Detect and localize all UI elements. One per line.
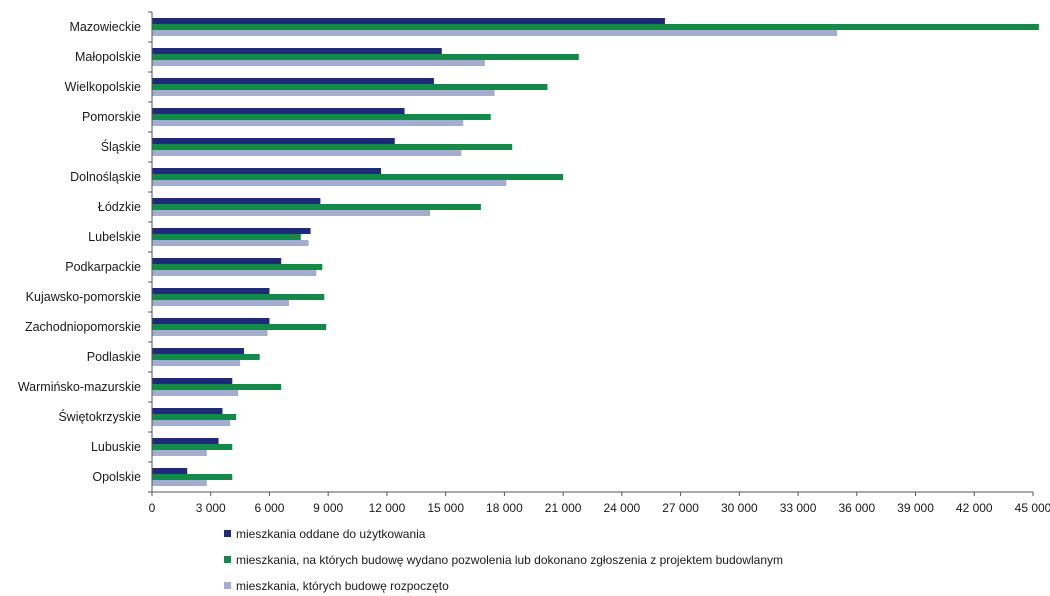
bar-permits	[152, 414, 237, 420]
bar-started	[152, 390, 239, 396]
bar-started	[152, 180, 507, 186]
legend: mieszkania oddane do użytkowania mieszkan…	[224, 527, 783, 593]
legend-label: mieszkania, których budowę rozpoczęto	[236, 579, 449, 593]
bar-started	[152, 90, 495, 96]
bar-completed	[152, 348, 245, 354]
x-tick-label: 21 000	[545, 501, 582, 515]
bar-permits	[152, 234, 301, 240]
bar-completed	[152, 228, 311, 234]
bar-completed	[152, 378, 233, 384]
category-label: Mazowieckie	[69, 20, 141, 34]
category-label: Opolskie	[92, 470, 141, 484]
category-label: Warmińsko-mazurskie	[18, 380, 141, 394]
bar-started	[152, 450, 207, 456]
x-tick-label: 27 000	[662, 501, 699, 515]
bar-started	[152, 240, 309, 246]
bar-completed	[152, 408, 223, 414]
x-tick-label: 33 000	[780, 501, 817, 515]
bar-started	[152, 270, 317, 276]
bar-permits	[152, 24, 1039, 30]
bar-permits	[152, 54, 579, 60]
legend-swatch	[224, 556, 231, 563]
bar-permits	[152, 84, 548, 90]
bar-permits	[152, 474, 233, 480]
legend-swatch	[224, 530, 231, 537]
x-tick-label: 15 000	[427, 501, 464, 515]
x-tick-label: 36 000	[838, 501, 875, 515]
bar-started	[152, 330, 268, 336]
x-tick-label: 9 000	[313, 501, 343, 515]
category-labels: Mazowieckie Małopolskie Wielkopolskie Pomor…	[18, 11, 152, 493]
x-tick-label: 42 000	[956, 501, 993, 515]
x-tick-label: 30 000	[721, 501, 758, 515]
bar-permits	[152, 354, 260, 360]
bar-permits	[152, 444, 233, 450]
bar-permits	[152, 174, 564, 180]
bar-permits	[152, 204, 481, 210]
bar-completed	[152, 108, 405, 114]
category-label: Wielkopolskie	[65, 80, 141, 94]
bar-started	[152, 480, 207, 486]
bar-started	[152, 360, 241, 366]
category-label: Pomorskie	[82, 110, 141, 124]
bar-started	[152, 30, 838, 36]
category-label: Podkarpackie	[65, 260, 141, 274]
category-label: Kujawsko-pomorskie	[26, 290, 141, 304]
bar-permits	[152, 264, 323, 270]
bar-started	[152, 120, 464, 126]
bar-completed	[152, 48, 442, 54]
bars-group	[152, 18, 1039, 486]
bar-permits	[152, 324, 327, 330]
bar-started	[152, 300, 290, 306]
bar-started	[152, 420, 231, 426]
bar-permits	[152, 114, 491, 120]
bar-permits	[152, 384, 282, 390]
category-label: Małopolskie	[75, 50, 141, 64]
category-label: Świętokrzyskie	[58, 409, 141, 424]
bar-completed	[152, 198, 321, 204]
legend-label: mieszkania oddane do użytkowania	[236, 527, 426, 541]
bar-started	[152, 60, 485, 66]
category-label: Śląskie	[101, 139, 141, 154]
x-tick-label: 39 000	[897, 501, 934, 515]
bar-completed	[152, 288, 270, 294]
category-label: Lubelskie	[88, 230, 141, 244]
bar-started	[152, 150, 462, 156]
category-label: Zachodniopomorskie	[25, 320, 141, 334]
bar-completed	[152, 138, 395, 144]
legend-swatch	[224, 582, 231, 589]
x-tick-label: 3 000	[196, 501, 226, 515]
x-ticks: 0 3 000 6 000 9 000 12 000 15 000 18 000 21 000…	[149, 492, 1050, 515]
x-tick-label: 45 000	[1015, 501, 1050, 515]
category-label: Lubuskie	[91, 440, 141, 454]
bar-completed	[152, 468, 188, 474]
x-tick-label: 18 000	[486, 501, 523, 515]
bar-started	[152, 210, 431, 216]
bar-completed	[152, 78, 434, 84]
bar-completed	[152, 318, 270, 324]
category-label: Łódzkie	[98, 200, 141, 214]
bar-completed	[152, 438, 219, 444]
bar-completed	[152, 168, 382, 174]
legend-label: mieszkania, na których budowę wydano poz…	[236, 553, 783, 567]
x-tick-label: 24 000	[604, 501, 641, 515]
x-tick-label: 12 000	[369, 501, 406, 515]
bar-completed	[152, 258, 282, 264]
bar-permits	[152, 144, 513, 150]
category-label: Dolnośląskie	[70, 170, 141, 184]
category-label: Podlaskie	[87, 350, 141, 364]
x-tick-label: 6 000	[254, 501, 284, 515]
bar-permits	[152, 294, 325, 300]
bar-completed	[152, 18, 665, 24]
x-tick-label: 0	[149, 501, 156, 515]
